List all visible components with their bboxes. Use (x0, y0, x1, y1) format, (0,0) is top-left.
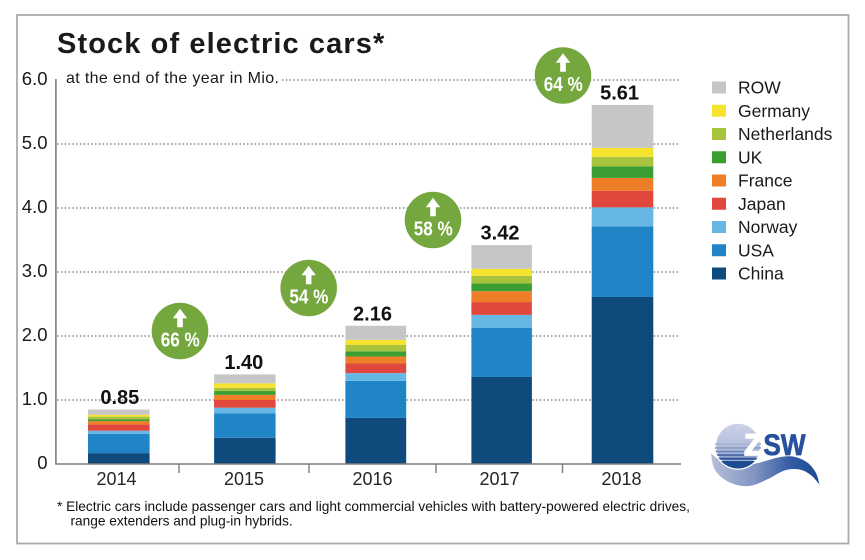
svg-text:at the end of the year in Mio.: at the end of the year in Mio. (66, 70, 279, 87)
svg-text:54 %: 54 % (289, 286, 328, 308)
svg-text:UK: UK (738, 147, 763, 167)
svg-text:France: France (738, 171, 792, 191)
svg-text:4.0: 4.0 (22, 196, 48, 217)
svg-text:1.40: 1.40 (224, 352, 263, 374)
svg-text:2014: 2014 (96, 469, 136, 489)
svg-text:6.0: 6.0 (22, 68, 48, 89)
svg-text:3.42: 3.42 (481, 223, 520, 245)
svg-text:1.0: 1.0 (22, 388, 48, 409)
svg-text:3.0: 3.0 (22, 260, 48, 281)
svg-text:* Electric cars include passen: * Electric cars include passenger cars a… (57, 499, 690, 514)
svg-text:0: 0 (37, 452, 47, 473)
svg-text:2017: 2017 (479, 469, 519, 489)
svg-text:2.0: 2.0 (22, 324, 48, 345)
svg-text:2018: 2018 (601, 469, 641, 489)
svg-text:China: China (738, 264, 784, 284)
svg-text:Netherlands: Netherlands (738, 124, 833, 144)
svg-text:2015: 2015 (224, 469, 264, 489)
svg-text:range extenders and plug-in hy: range extenders and plug-in hybrids. (71, 514, 293, 529)
svg-text:2016: 2016 (352, 469, 392, 489)
svg-text:Stock of electric cars*: Stock of electric cars* (57, 28, 385, 60)
svg-text:66 %: 66 % (161, 329, 200, 351)
svg-text:USA: USA (738, 240, 774, 260)
svg-text:Germany: Germany (738, 101, 810, 121)
svg-text:58 %: 58 % (414, 218, 453, 240)
svg-text:Z: Z (744, 429, 762, 462)
svg-text:2.16: 2.16 (353, 303, 392, 325)
svg-text:0.85: 0.85 (100, 387, 139, 409)
svg-text:Japan: Japan (738, 194, 786, 214)
svg-text:Norway: Norway (738, 217, 798, 237)
svg-text:ROW: ROW (738, 78, 781, 98)
svg-text:5.61: 5.61 (600, 83, 639, 105)
svg-text:64 %: 64 % (544, 74, 583, 96)
svg-text:5.0: 5.0 (22, 132, 48, 153)
svg-text:SW: SW (763, 429, 806, 462)
